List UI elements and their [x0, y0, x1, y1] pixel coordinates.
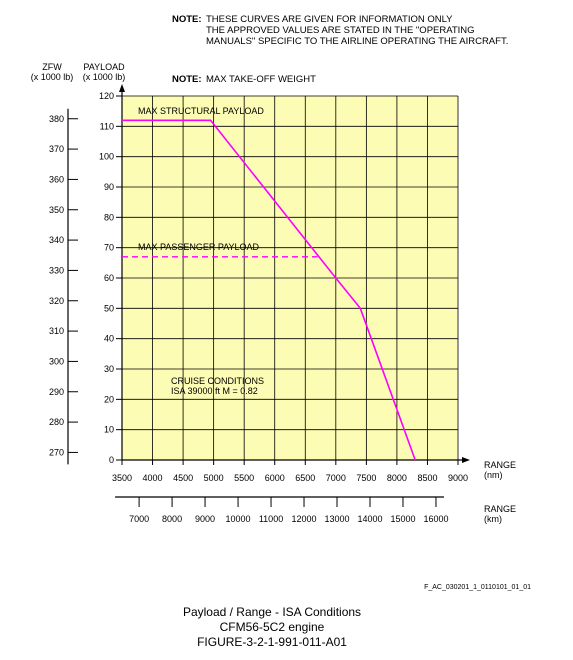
zfw-tick-label: 340 [49, 235, 64, 245]
range-km-tick-label: 13000 [324, 514, 349, 524]
caption-engine: CFM56-5C2 engine [220, 620, 325, 634]
cruise-conditions-label: CRUISE CONDITIONS [171, 376, 264, 386]
range-nm-tick-label: 3500 [112, 473, 132, 483]
zfw-tick-label: 370 [49, 144, 64, 154]
note2-label: NOTE: [172, 74, 202, 85]
note-label: NOTE: [172, 14, 202, 25]
range-km-tick-label: 9000 [195, 514, 215, 524]
zfw-tick-label: 310 [49, 326, 64, 336]
payload-tick-label: 110 [100, 121, 114, 131]
range-nm-tick-label: 8500 [417, 473, 437, 483]
zfw-tick-label: 300 [49, 356, 64, 366]
zfw-axis-unit: (x 1000 lb) [31, 72, 74, 82]
max-passenger-label: MAX PASSENGER PAYLOAD [138, 242, 260, 252]
range-nm-axis: 3500 4000 4500 5000 5500 6000 6500 7000 7500 8000… [112, 460, 468, 483]
payload-axis: 0 10 20 30 40 50 60 70 80 90 100 110 120 [99, 91, 122, 465]
range-nm-tick-label: 5000 [204, 473, 224, 483]
range-km-tick-label: 8000 [162, 514, 182, 524]
zfw-tick-label: 320 [49, 296, 64, 306]
range-km-axis: 7000 8000 9000 10000 11000 12000 13000 14000 150… [115, 496, 448, 524]
range-km-tick-label: 15000 [390, 514, 415, 524]
payload-tick-label: 10 [104, 425, 114, 435]
note-line-2: THE APPROVED VALUES ARE STATED IN THE "O… [206, 25, 475, 36]
payload-range-curve [122, 119, 416, 461]
range-nm-tick-label: 5500 [234, 473, 254, 483]
grid [122, 95, 459, 460]
note-line-3: MANUALS" SPECIFIC TO THE AIRLINE OPERATI… [206, 36, 508, 47]
payload-axis-unit: (x 1000 lb) [83, 72, 126, 82]
range-nm-title: RANGE [484, 460, 516, 470]
range-nm-tick-label: 6500 [295, 473, 315, 483]
max-structural-label: MAX STRUCTURAL PAYLOAD [138, 106, 264, 116]
range-nm-tick-label: 7000 [326, 473, 346, 483]
zfw-tick-label: 280 [49, 417, 64, 427]
zfw-tick-label: 330 [49, 265, 64, 275]
zfw-axis-title: ZFW [42, 62, 62, 72]
payload-tick-label: 90 [104, 182, 114, 192]
payload-tick-label: 60 [104, 273, 114, 283]
figure-reference-code: F_AC_030201_1_0110101_01_01 [424, 584, 531, 591]
payload-tick-label: 40 [104, 334, 114, 344]
zfw-tick-label: 270 [49, 447, 64, 457]
zfw-tick-label: 290 [49, 387, 64, 397]
curves [122, 119, 416, 461]
range-km-unit: (km) [484, 514, 502, 524]
payload-tick-label: 30 [104, 364, 114, 374]
range-km-title: RANGE [484, 504, 516, 514]
range-nm-tick-label: 8000 [387, 473, 407, 483]
payload-tick-label: 120 [99, 91, 114, 101]
note2-text: MAX TAKE-OFF WEIGHT [206, 74, 316, 85]
payload-tick-label: 0 [109, 455, 114, 465]
payload-axis-title: PAYLOAD [83, 62, 125, 72]
range-km-tick-label: 10000 [226, 514, 251, 524]
range-axis-arrow [462, 457, 470, 463]
caption-figure-id: FIGURE-3-2-1-991-011-A01 [197, 635, 347, 649]
range-km-tick-label: 16000 [423, 514, 448, 524]
zfw-tick-label: 350 [49, 205, 64, 215]
range-km-tick-label: 7000 [129, 514, 149, 524]
note-line-1: THESE CURVES ARE GIVEN FOR INFORMATION O… [206, 14, 453, 25]
cruise-isa-label: ISA 39000 ft M = 0.82 [171, 386, 258, 396]
zfw-tick-label: 380 [49, 114, 64, 124]
range-nm-tick-label: 7500 [356, 473, 376, 483]
payload-tick-label: 50 [104, 303, 114, 313]
payload-tick-label: 20 [104, 394, 114, 404]
zfw-tick-label: 360 [49, 174, 64, 184]
payload-tick-label: 100 [99, 152, 114, 162]
range-km-tick-label: 11000 [259, 514, 283, 524]
range-km-tick-label: 12000 [292, 514, 317, 524]
range-nm-unit: (nm) [484, 470, 503, 480]
axes [119, 84, 470, 463]
range-nm-tick-label: 4500 [173, 473, 193, 483]
payload-tick-label: 80 [104, 212, 114, 222]
payload-tick-label: 70 [104, 243, 114, 253]
range-km-tick-label: 14000 [357, 514, 382, 524]
payload-axis-arrow [119, 84, 125, 92]
caption-title: Payload / Range - ISA Conditions [183, 605, 361, 619]
zfw-axis: 270 280 290 300 310 320 330 340 350 360 370 380 [49, 108, 78, 465]
range-nm-tick-label: 9000 [448, 473, 468, 483]
range-nm-tick-label: 6000 [265, 473, 285, 483]
range-nm-tick-label: 4000 [143, 473, 163, 483]
